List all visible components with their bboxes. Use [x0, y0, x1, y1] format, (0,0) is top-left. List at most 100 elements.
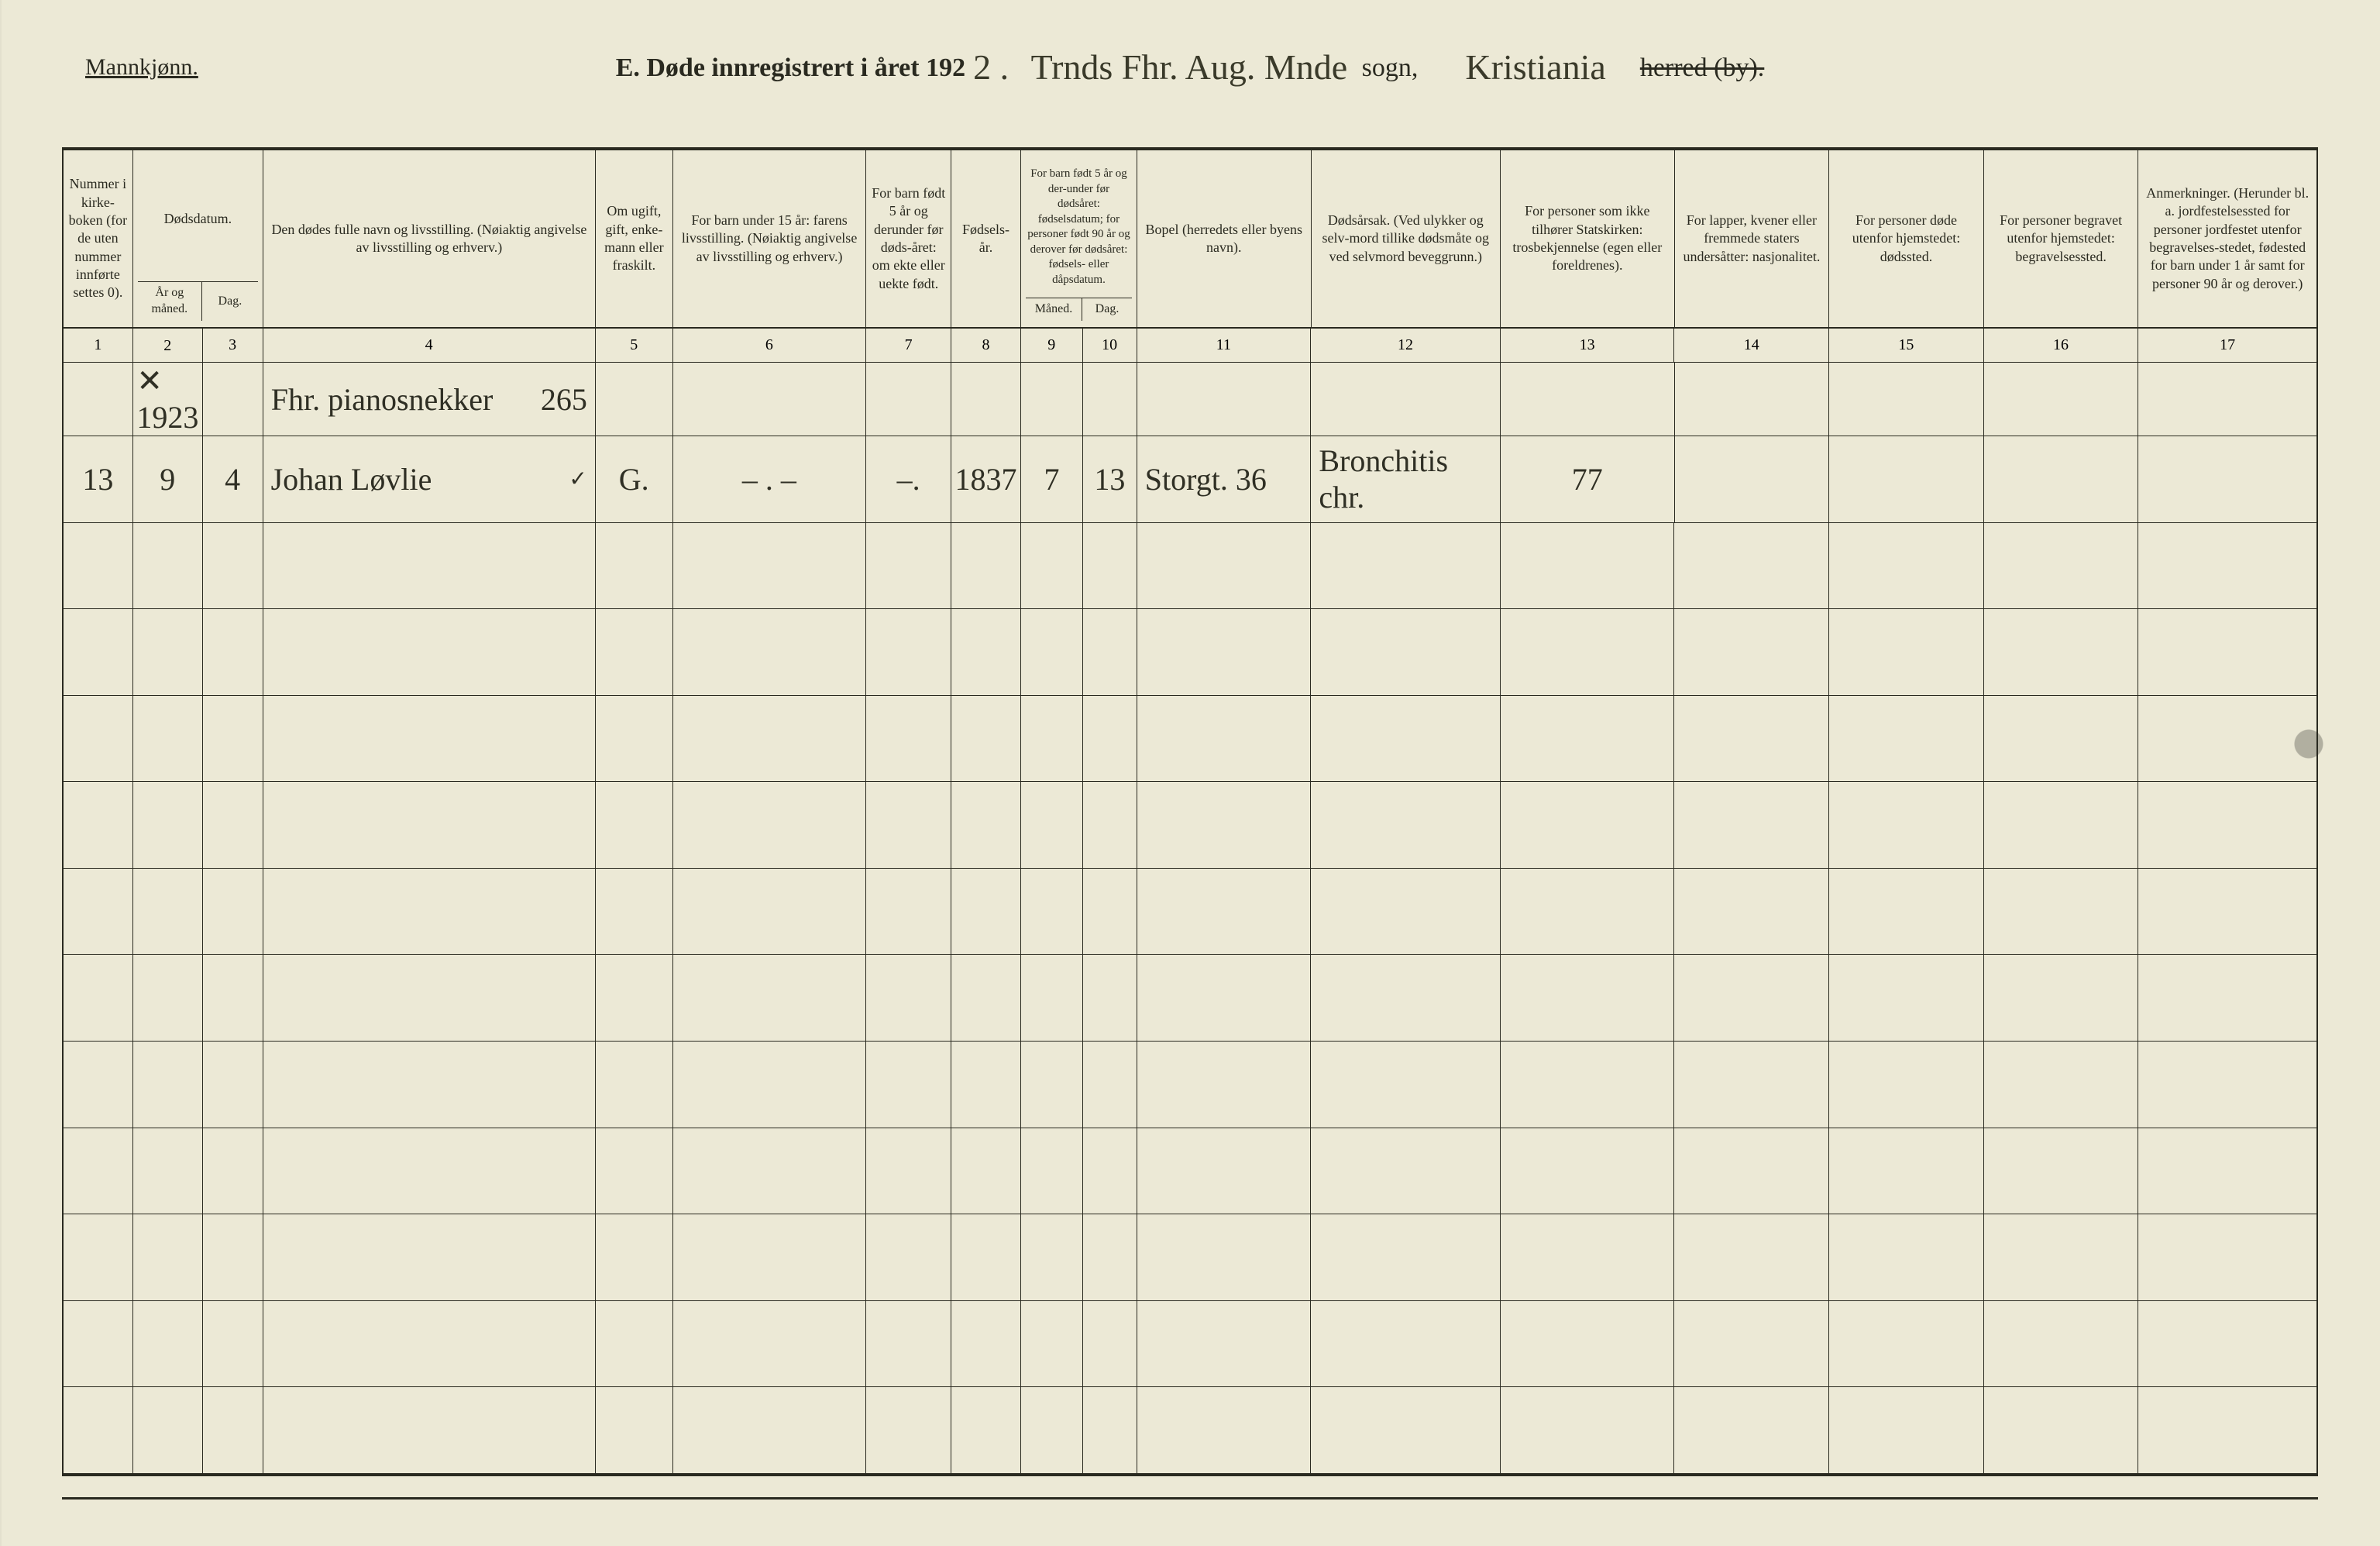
cell: [1137, 696, 1312, 782]
table-row: [64, 1042, 2316, 1128]
cell: [263, 523, 596, 609]
cell: [133, 1387, 203, 1473]
colnum-5: 5: [596, 329, 673, 362]
cell: [673, 955, 867, 1041]
cell: [1137, 1042, 1312, 1128]
cell: [1984, 1042, 2139, 1128]
cell: [133, 696, 203, 782]
cell: [203, 1042, 263, 1128]
cell: [866, 1042, 951, 1128]
col-sub-2: År og måned.: [138, 282, 202, 321]
col-head-14: For lapper, kvener eller fremmede stater…: [1675, 150, 1830, 327]
cell: [133, 869, 203, 955]
colnum-17: 17: [2138, 329, 2316, 362]
cell: [951, 523, 1021, 609]
cell: [596, 523, 673, 609]
cell: [951, 696, 1021, 782]
cell: [203, 869, 263, 955]
table-body: ✕ 1923 Fhr. pianosnekker 265: [64, 363, 2316, 1473]
table-row: [64, 696, 2316, 783]
cell: [1829, 1301, 1984, 1387]
cell-c6: – . –: [673, 436, 867, 522]
cell: [1311, 782, 1501, 868]
col-sub-2-3: År og måned. Dag.: [138, 281, 258, 321]
colnum-8: 8: [951, 329, 1021, 362]
cell: [1083, 609, 1137, 695]
cell: [951, 1042, 1021, 1128]
cell: [596, 696, 673, 782]
cell: [1674, 1042, 1829, 1128]
cell: [1137, 609, 1312, 695]
col-head-16: For personer begravet utenfor hjemstedet…: [1984, 150, 2139, 327]
cell: [951, 1214, 1021, 1300]
cell: [1083, 1301, 1137, 1387]
cell: [2138, 523, 2316, 609]
cell: [64, 609, 133, 695]
cell: [2138, 1128, 2316, 1214]
cell: [1674, 1301, 1829, 1387]
table-row: [64, 1387, 2316, 1473]
cell: [951, 869, 1021, 955]
cell: [1501, 1387, 1675, 1473]
col-head-dodsdatum: Dødsdatum.: [138, 157, 258, 281]
cell: [1674, 955, 1829, 1041]
cell: [1984, 1214, 2139, 1300]
cell: [1829, 782, 1984, 868]
name-text: Johan Løvlie: [271, 461, 432, 498]
cell: [1674, 1387, 1829, 1473]
cell-c17: [2138, 436, 2316, 522]
cell: [596, 609, 673, 695]
cell: [203, 955, 263, 1041]
cell: [203, 363, 263, 436]
colnum-11: 11: [1137, 329, 1312, 362]
cell: [1674, 523, 1829, 609]
cell: [1021, 1301, 1083, 1387]
cell: [866, 955, 951, 1041]
cell: [1501, 1042, 1675, 1128]
cell: [673, 1387, 867, 1473]
cell: [1311, 696, 1501, 782]
cell: [64, 1128, 133, 1214]
cell: [596, 1042, 673, 1128]
cell: [1021, 523, 1083, 609]
cell-occupation: Fhr. pianosnekker 265: [263, 363, 596, 436]
cell: [596, 363, 673, 436]
cell: [866, 609, 951, 695]
cell: [866, 1128, 951, 1214]
col-head-9-10: For barn født 5 år og der-under før døds…: [1021, 150, 1137, 327]
cell: [1021, 1042, 1083, 1128]
cell: [951, 1387, 1021, 1473]
cell: [64, 1042, 133, 1128]
cell: [1501, 363, 1675, 436]
cell: [1829, 1214, 1984, 1300]
cell: [1021, 869, 1083, 955]
colnum-16: 16: [1984, 329, 2139, 362]
cell: [1311, 1387, 1501, 1473]
col-head-5: Om ugift, gift, enke-mann eller fraskilt…: [596, 150, 673, 327]
cell: [1311, 609, 1501, 695]
cell: [1137, 523, 1312, 609]
col-head-12: Dødsårsak. (Ved ulykker og selv-mord til…: [1312, 150, 1501, 327]
cell: [1021, 1214, 1083, 1300]
col-head-15: For personer døde utenfor hjemstedet: dø…: [1829, 150, 1984, 327]
table-row: [64, 955, 2316, 1042]
cell: [1984, 609, 2139, 695]
cell-c9: 7: [1021, 436, 1083, 522]
cell-c11: Storgt. 36: [1137, 436, 1312, 522]
ledger-table: Nummer i kirke-boken (for de uten nummer…: [62, 147, 2318, 1476]
cell: [1311, 363, 1501, 436]
table-row: 13 9 4 Johan Løvlie ✓ G. – . – –. 1837 7…: [64, 436, 2316, 523]
cell: [673, 1301, 867, 1387]
cell: [64, 363, 133, 436]
cell: [951, 782, 1021, 868]
table-row: [64, 609, 2316, 696]
cell: [1674, 782, 1829, 868]
cell: [866, 1301, 951, 1387]
cell: [1083, 696, 1137, 782]
cell: [1021, 1128, 1083, 1214]
cell-c16: [1984, 436, 2139, 522]
cell: [673, 1042, 867, 1128]
cell: [1137, 869, 1312, 955]
cell: [263, 696, 596, 782]
cell: [1311, 1042, 1501, 1128]
